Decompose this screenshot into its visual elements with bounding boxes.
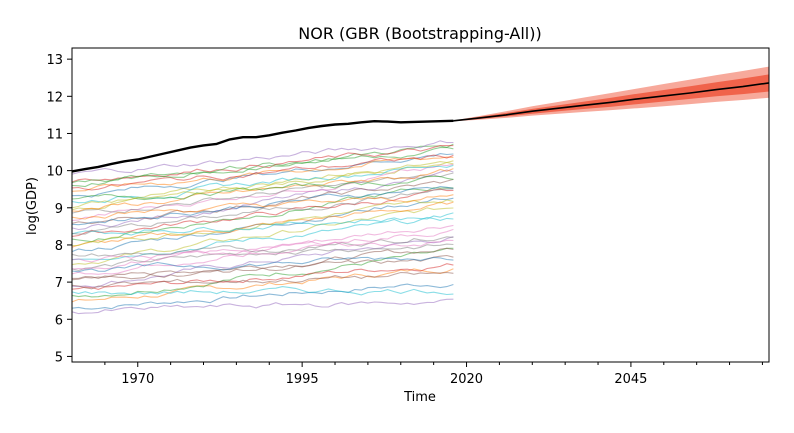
background-series-line — [71, 243, 454, 257]
background-series-line — [71, 153, 454, 198]
x-tick-label: 2045 — [614, 372, 647, 387]
background-series-line — [71, 268, 454, 303]
background-series-line — [72, 199, 454, 247]
plot-frame — [71, 47, 770, 363]
y-tick-label: 12 — [46, 90, 63, 105]
background-series-line — [71, 169, 454, 231]
background-series-line — [71, 254, 454, 281]
background-series-line — [71, 185, 454, 226]
chart-title: NOR (GBR (Bootstrapping-All)) — [298, 24, 541, 43]
background-series-line — [71, 283, 454, 310]
highlight-series-line — [71, 119, 454, 173]
y-tick-label: 7 — [55, 276, 63, 291]
background-series-line — [71, 256, 454, 273]
axes: 1970 1995 2020 2045 5 6 7 8 9 10 11 12 13 — [46, 47, 770, 387]
background-series-line — [71, 146, 454, 184]
y-axis-label: log(GDP) — [25, 177, 40, 235]
background-series-line — [71, 168, 454, 212]
background-series-line — [71, 194, 454, 220]
forecast-band-inner — [453, 74, 769, 122]
background-series-line — [71, 156, 454, 192]
y-tick-label: 11 — [46, 127, 63, 142]
background-series-line — [71, 188, 454, 237]
y-tick-label: 8 — [55, 239, 63, 254]
background-series-line — [71, 161, 454, 209]
plot-area — [71, 66, 770, 315]
background-series-line — [71, 228, 454, 270]
y-tick-label: 5 — [55, 350, 63, 365]
background-series-line — [71, 143, 454, 188]
y-tick-label: 6 — [55, 313, 63, 328]
x-tick-label: 2020 — [450, 372, 483, 387]
background-series-line — [71, 212, 454, 236]
background-series-line — [71, 271, 454, 290]
background-series-line — [71, 140, 454, 175]
background-series-line — [71, 178, 454, 225]
background-series-line — [71, 188, 454, 235]
background-series-line — [71, 239, 454, 263]
forecast-median-line — [453, 82, 770, 122]
background-series-line — [71, 298, 454, 315]
x-axis-label: Time — [403, 390, 436, 405]
x-tick-label: 1970 — [121, 372, 154, 387]
x-tick-label: 1995 — [286, 372, 319, 387]
y-tick-label: 9 — [55, 202, 63, 217]
background-series-line — [71, 263, 454, 290]
forecast-band-outer — [453, 66, 769, 122]
background-series-line — [71, 247, 454, 298]
background-series-line — [71, 154, 454, 191]
y-tick-label: 10 — [46, 165, 63, 180]
y-tick-label: 13 — [46, 53, 63, 68]
background-series-line — [71, 224, 454, 275]
background-series-line — [71, 207, 454, 266]
background-series-line — [71, 164, 454, 204]
background-series-line — [71, 286, 454, 296]
